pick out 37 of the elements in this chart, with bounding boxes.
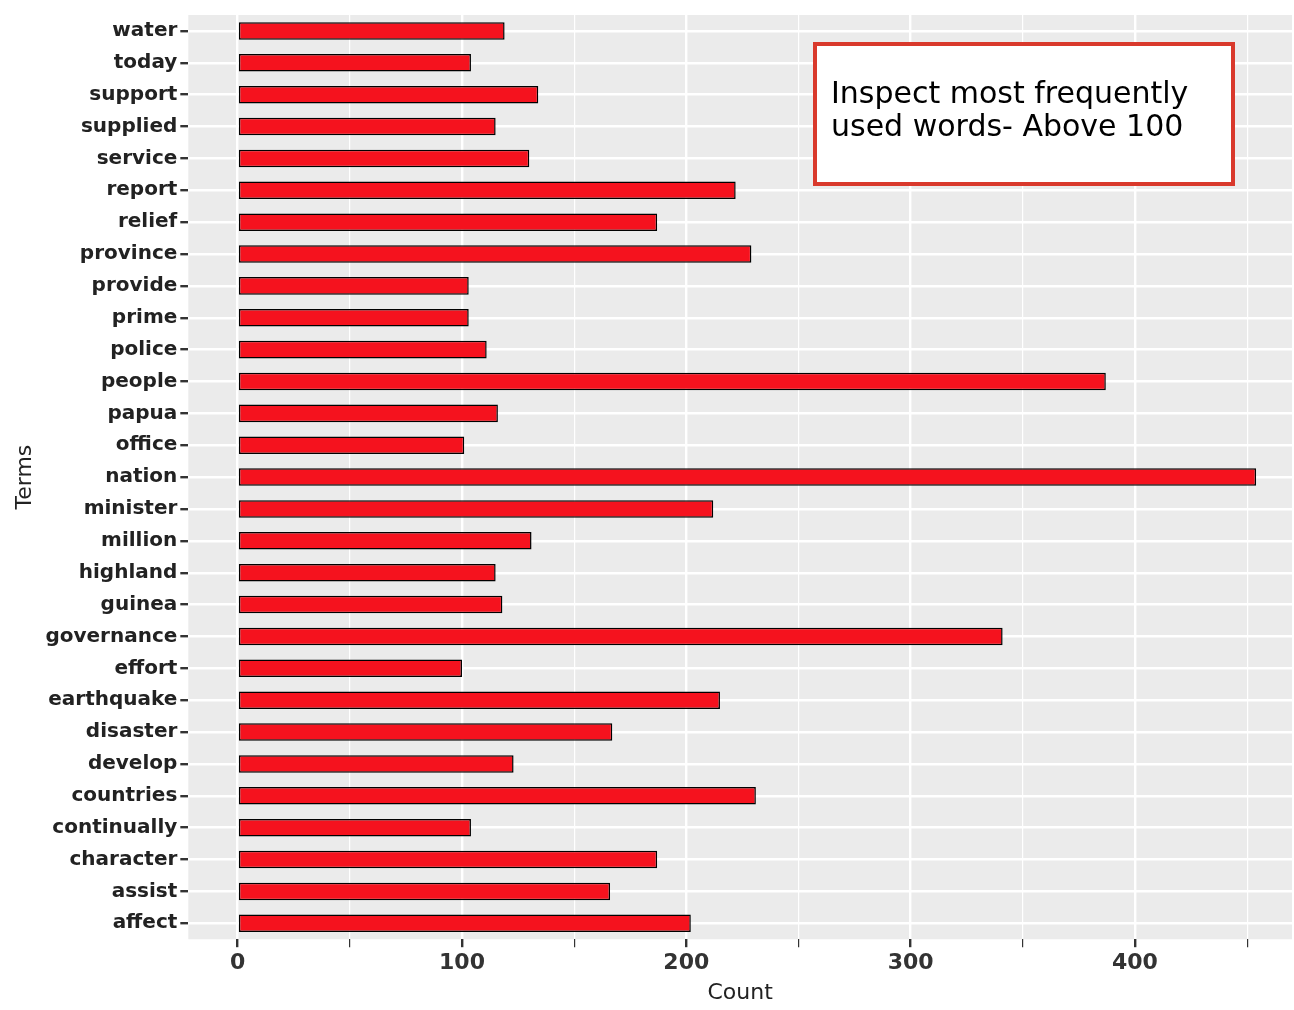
y-tick-label: character bbox=[69, 845, 178, 870]
y-tick-label: disaster bbox=[85, 718, 178, 743]
y-tick-label: million bbox=[101, 527, 178, 552]
x-tick-label: 300 bbox=[887, 949, 934, 975]
x-axis-title: Count bbox=[707, 978, 774, 1004]
x-tick-label: 0 bbox=[230, 949, 246, 975]
y-tick-label: province bbox=[79, 240, 178, 265]
y-tick-label: people bbox=[100, 367, 178, 392]
y-tick-label: relief bbox=[117, 208, 178, 233]
y-tick-label: minister bbox=[83, 495, 178, 520]
y-tick-label: service bbox=[96, 144, 178, 169]
y-tick-label: supplied bbox=[80, 112, 178, 137]
y-tick-label: continually bbox=[52, 813, 178, 838]
text-box: Inspect most frequently used words- Above 100 bbox=[813, 42, 1235, 186]
y-tick-label: earthquake bbox=[48, 686, 178, 711]
y-tick-label: report bbox=[106, 176, 178, 201]
y-tick-label: water bbox=[112, 17, 178, 42]
y-tick-label: highland bbox=[78, 558, 178, 583]
y-tick-label: guinea bbox=[100, 590, 178, 615]
y-tick-label: effort bbox=[114, 654, 178, 679]
y-tick-label: develop bbox=[87, 750, 178, 775]
x-tick-label: 100 bbox=[439, 949, 485, 975]
y-tick-label: police bbox=[110, 335, 178, 360]
y-tick-label: support bbox=[89, 80, 178, 105]
y-tick-label: affect bbox=[112, 909, 178, 934]
y-tick-label: governance bbox=[45, 622, 178, 647]
y-tick-label: nation bbox=[105, 463, 178, 488]
y-tick-label: today bbox=[113, 49, 178, 74]
y-tick-label: provide bbox=[91, 272, 178, 297]
x-tick-label: 200 bbox=[663, 949, 710, 975]
y-tick-label: assist bbox=[111, 877, 178, 902]
x-tick-label: 400 bbox=[1112, 949, 1158, 975]
y-tick-label: office bbox=[115, 431, 178, 456]
y-axis-title: Terms bbox=[10, 444, 36, 511]
y-tick-label: papua bbox=[107, 399, 178, 424]
y-tick-label: prime bbox=[111, 303, 178, 328]
y-tick-label: countries bbox=[71, 781, 178, 806]
